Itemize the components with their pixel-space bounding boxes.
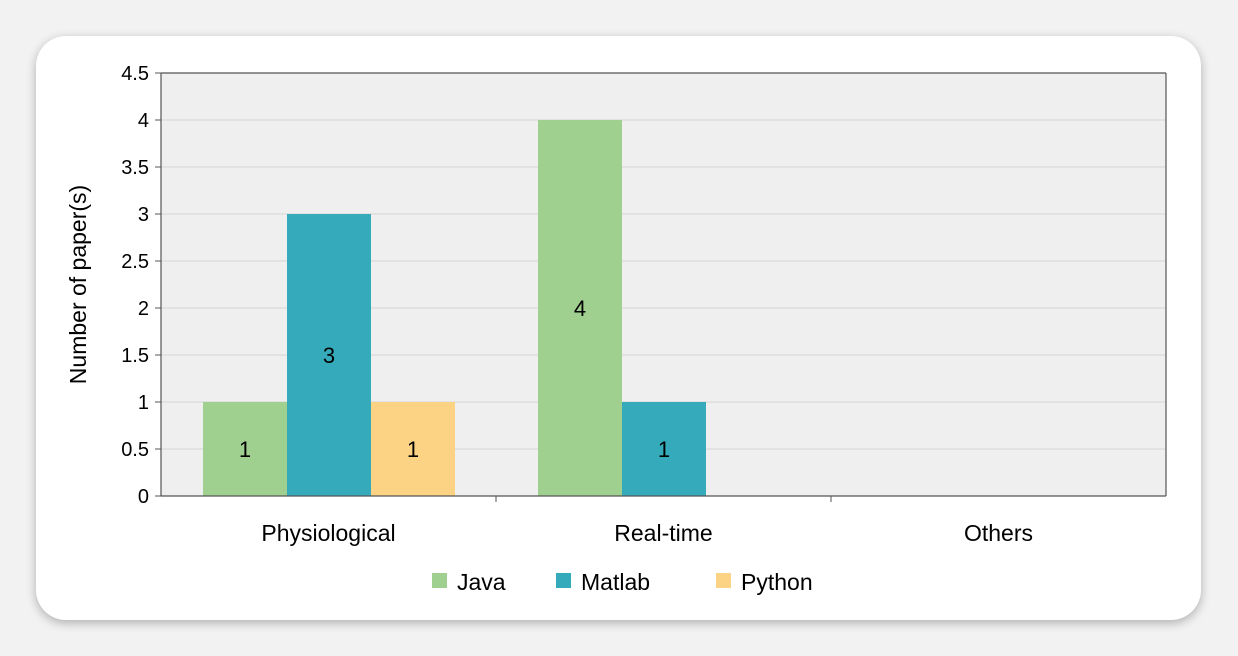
data-label: 3 xyxy=(323,343,335,368)
y-tick-label: 1 xyxy=(138,392,149,414)
bar-matlab xyxy=(287,214,371,496)
x-category-label: Others xyxy=(964,520,1033,546)
legend-swatch-python xyxy=(716,573,731,588)
data-label: 4 xyxy=(574,296,586,321)
y-tick-label: 2 xyxy=(138,298,149,320)
y-axis-title: Number of paper(s) xyxy=(65,185,91,384)
y-tick-label: 1.5 xyxy=(121,345,149,367)
y-tick-label: 2.5 xyxy=(121,251,149,273)
data-label: 1 xyxy=(239,437,251,462)
x-category-label: Physiological xyxy=(261,520,395,546)
y-tick-label: 0.5 xyxy=(121,439,149,461)
y-tick-label: 3 xyxy=(138,204,149,226)
data-label: 1 xyxy=(407,437,419,462)
legend-swatch-matlab xyxy=(556,573,571,588)
data-label: 1 xyxy=(658,437,670,462)
bar-python xyxy=(371,402,455,496)
y-tick-label: 0 xyxy=(138,486,149,508)
y-tick-label: 4 xyxy=(138,110,149,132)
legend-label: Python xyxy=(741,569,813,595)
legend-swatch-java xyxy=(432,573,447,588)
y-tick-label: 3.5 xyxy=(121,157,149,179)
bar-java xyxy=(203,402,287,496)
x-category-label: Real-time xyxy=(614,520,712,546)
legend: Java Matlab Python xyxy=(432,569,813,595)
bars xyxy=(203,120,706,496)
bar-java xyxy=(538,120,622,496)
legend-label: Matlab xyxy=(581,569,650,595)
labels: 0 0.5 1 1.5 2 2.5 3 3.5 4 4.5 Physiological 1 3 1 Real… xyxy=(121,63,1033,546)
legend-label: Java xyxy=(457,569,506,595)
y-tick-label: 4.5 xyxy=(121,63,149,85)
bar-matlab xyxy=(622,402,706,496)
axes xyxy=(155,72,1167,502)
